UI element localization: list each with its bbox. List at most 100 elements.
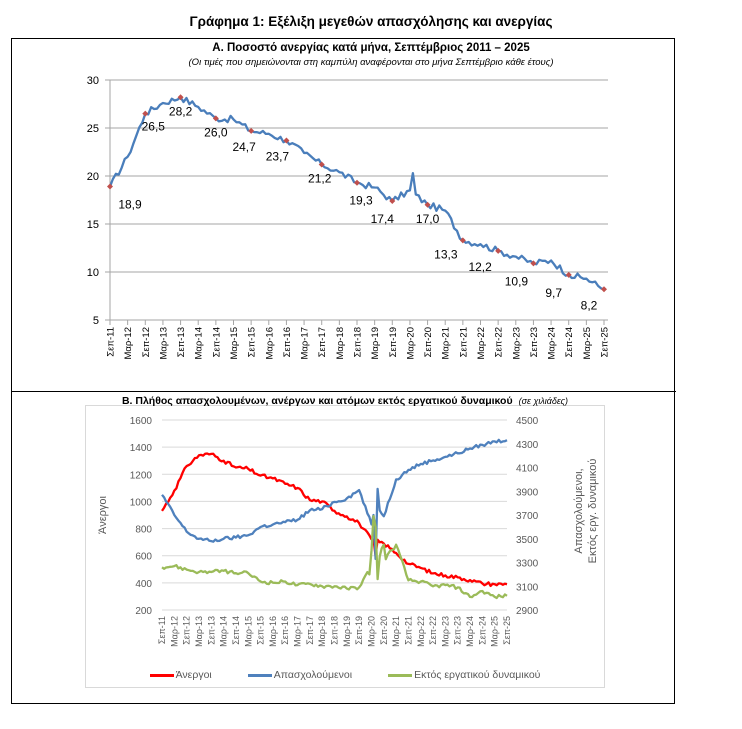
x-tick-label: Μαρ-15 (243, 616, 253, 647)
y-left-tick-label: 200 (135, 606, 152, 617)
x-tick-label: Σεπ-19 (354, 616, 364, 645)
y-tick-label: 15 (87, 219, 99, 231)
x-tick-label: Μαρ-25 (490, 616, 500, 647)
data-label: 17,4 (371, 212, 395, 226)
data-marker (601, 286, 607, 293)
y-right-tick-label: 4500 (516, 416, 539, 427)
y-left-axis-title: Άνεργοι (97, 496, 109, 534)
data-label: 17,0 (416, 212, 440, 226)
data-marker (212, 115, 219, 122)
y-tick-label: 25 (87, 123, 99, 135)
data-label: 9,7 (545, 286, 562, 300)
data-label: 13,3 (434, 247, 458, 261)
main-title: Γράφημα 1: Εξέλιξη μεγεθών απασχόλησης κ… (189, 14, 553, 29)
legend-item-employed: Απασχολούμενοι (247, 667, 352, 683)
x-tick-label: Μαρ-18 (317, 616, 327, 647)
x-tick-label: Μαρ-20 (405, 327, 416, 360)
data-marker (354, 179, 360, 186)
y-left-tick-label: 1200 (130, 470, 153, 481)
chart-b-unit-note: (σε χιλιάδες) (518, 396, 569, 406)
data-marker (318, 161, 325, 168)
chart-a-unemployment-rate: 5 10 15 20 25 30 Σεπ-11 Μαρ-12 Σεπ-12 Μαρ-13 Σεπ-1… (87, 75, 611, 360)
data-label: 28,2 (169, 104, 193, 118)
data-marker (424, 201, 431, 208)
y-right-tick-label: 3500 (516, 535, 539, 546)
y-left-tick-label: 1600 (130, 416, 153, 427)
x-tick-label: Σεπ-21 (403, 616, 413, 645)
chart-b-frame (85, 405, 605, 688)
x-tick-label: Μαρ-24 (547, 327, 558, 360)
data-label: 23,7 (266, 149, 290, 163)
y-right-tick-label: 4100 (516, 464, 539, 475)
chart-a-title: Α. Ποσοστό ανεργίας κατά μήνα, Σεπτέμβρι… (212, 42, 530, 54)
x-tick-label: Μαρ-15 (229, 327, 240, 360)
data-marker (495, 247, 502, 254)
y-right-axis-title-line-1: Απασχολούμενοι, (573, 468, 585, 553)
x-tick-label: Σεπ-16 (280, 616, 290, 645)
data-marker (565, 271, 572, 278)
x-tick-label: Μαρ-25 (582, 327, 593, 360)
y-right-tick-label: 3300 (516, 559, 539, 570)
x-tick-label: Μαρ-16 (264, 327, 275, 360)
data-label: 26,5 (142, 120, 166, 134)
outer-frame (11, 38, 675, 704)
y-left-tick-label: 800 (135, 525, 152, 536)
x-tick-label: Μαρ-24 (465, 616, 475, 647)
x-tick-label: Σεπ-23 (529, 327, 540, 357)
x-tick-label: Μαρ-19 (370, 327, 381, 360)
x-tick-label: Σεπ-12 (182, 616, 192, 645)
legend-swatch-unemployed (149, 673, 174, 677)
y-right-tick-label: 3900 (516, 487, 539, 498)
x-tick-label: Μαρ-13 (158, 327, 169, 360)
data-marker (530, 260, 537, 267)
legend-label-out-of-labour-force: Εκτός εργατικού δυναμικού (414, 669, 541, 681)
x-tick-label: Σεπ-19 (388, 327, 399, 357)
x-tick-label: Μαρ-13 (194, 616, 204, 647)
x-tick-label: Σεπ-17 (317, 327, 328, 357)
data-label: 24,7 (232, 140, 256, 154)
y-tick-label: 30 (87, 75, 99, 87)
legend-item-out-of-labour-force: Εκτός εργατικού δυναμικού (388, 667, 540, 683)
data-label: 12,2 (468, 260, 492, 274)
x-tick-label: Μαρ-16 (268, 616, 278, 647)
x-tick-label: Μαρ-12 (169, 616, 179, 647)
data-label: 10,9 (505, 274, 529, 288)
x-tick-label: Σεπ-23 (453, 616, 463, 645)
y-right-axis-title-line-2: Εκτός εργ. δυναμικού (587, 459, 599, 564)
y-left-tick-label: 400 (135, 579, 152, 590)
x-tick-label: Σεπ-14 (231, 616, 241, 645)
data-label: 18,9 (118, 198, 142, 212)
x-tick-label: Σεπ-25 (502, 616, 512, 645)
x-tick-label: Σεπ-15 (256, 616, 266, 645)
x-tick-label: Μαρ-17 (293, 616, 303, 647)
x-tick-label: Μαρ-21 (441, 327, 452, 360)
x-tick-label: Σεπ-25 (600, 327, 611, 357)
chart-b-title: Β. Πλήθος απασχολουμένων, ανέργων και ατ… (121, 395, 513, 407)
x-tick-label: Μαρ-19 (342, 616, 352, 647)
chart-b-legend: Άνεργοι Απασχολούμενοι Εκτός εργατικού δ… (85, 667, 605, 683)
legend-label-unemployed: Άνεργοι (175, 669, 212, 681)
y-left-tick-label: 600 (135, 552, 152, 563)
x-tick-label: Σεπ-17 (305, 616, 315, 645)
data-marker (283, 137, 290, 144)
legend-item-unemployed: Άνεργοι (149, 667, 212, 683)
x-tick-label: Μαρ-17 (300, 327, 311, 360)
x-tick-label: Σεπ-11 (157, 616, 167, 644)
x-tick-label: Σεπ-13 (206, 616, 216, 645)
x-tick-label: Σεπ-24 (564, 327, 575, 357)
y-left-tick-label: 1000 (130, 497, 153, 508)
chart-a-subtitle: (Οι τιμές που σημειώνονται στη καμπύλη α… (188, 57, 554, 68)
x-tick-label: Μαρ-14 (219, 616, 229, 647)
x-tick-label: Σεπ-12 (141, 327, 152, 357)
y-left-tick-label: 1400 (130, 443, 153, 454)
x-tick-label: Μαρ-14 (194, 327, 205, 360)
x-tick-label: Σεπ-22 (428, 616, 438, 645)
x-tick-label: Μαρ-18 (335, 327, 346, 360)
data-label: 19,3 (349, 194, 373, 208)
series-line-unemployed (161, 452, 508, 588)
chart-b-title-wrap: Β. Πλήθος απασχολουμένων, ανέργων και ατ… (85, 395, 605, 407)
x-tick-label: Μαρ-23 (440, 616, 450, 647)
series-line-out-of-labour-force (161, 515, 508, 600)
data-label: 21,2 (308, 171, 332, 185)
